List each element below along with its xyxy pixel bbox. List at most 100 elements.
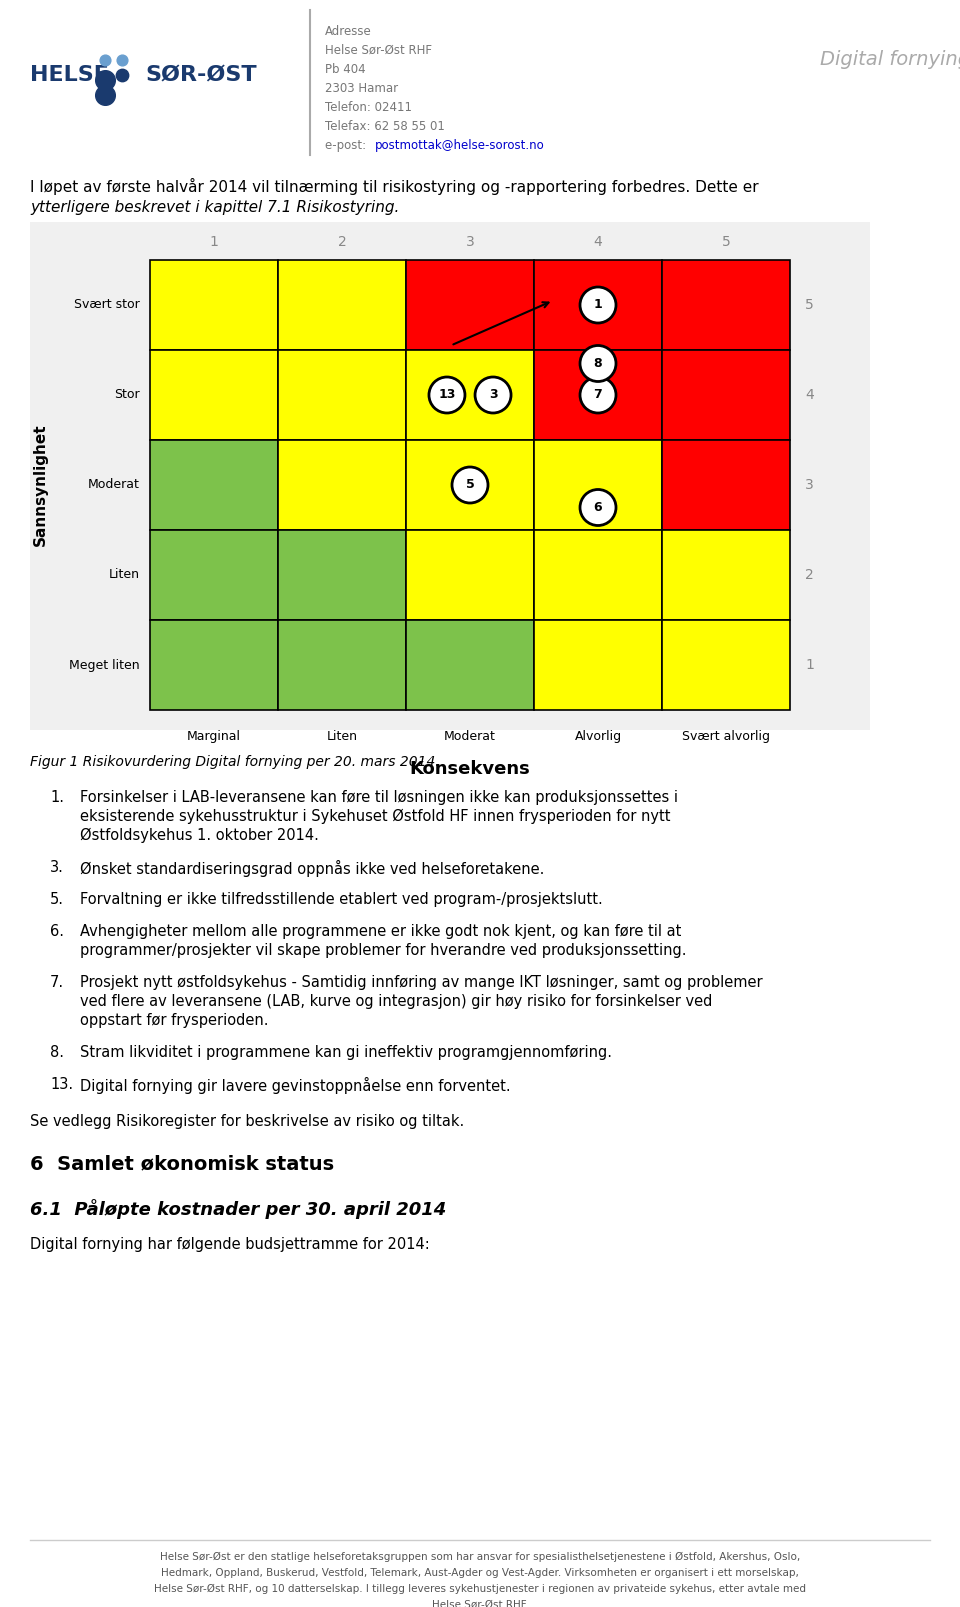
Text: Helse Sør-Øst RHF, og 10 datterselskap. I tillegg leveres sykehustjenester i reg: Helse Sør-Øst RHF, og 10 datterselskap. …: [154, 1585, 806, 1594]
Bar: [278, 620, 406, 710]
Text: Avhengigheter mellom alle programmene er ikke godt nok kjent, og kan føre til at: Avhengigheter mellom alle programmene er…: [80, 924, 682, 938]
Circle shape: [580, 378, 616, 413]
Text: Alvorlig: Alvorlig: [574, 730, 621, 742]
Text: Ønsket standardiseringsgrad oppnås ikke ved helseforetakene.: Ønsket standardiseringsgrad oppnås ikke …: [80, 860, 544, 877]
Text: 4: 4: [593, 235, 602, 249]
Bar: [662, 440, 790, 530]
Text: 3: 3: [466, 235, 474, 249]
Text: 8: 8: [593, 357, 602, 370]
Text: e-post:: e-post:: [325, 138, 370, 153]
Text: ytterligere beskrevet i kapittel 7.1 Risikostyring.: ytterligere beskrevet i kapittel 7.1 Ris…: [30, 199, 399, 215]
Bar: [534, 620, 662, 710]
Text: 8.: 8.: [50, 1045, 64, 1061]
Text: 3.: 3.: [50, 860, 64, 874]
Point: [114, 63, 130, 88]
Text: Figur 1 Risikovurdering Digital fornying per 20. mars 2014.: Figur 1 Risikovurdering Digital fornying…: [30, 755, 440, 770]
Text: Digital fornying har følgende budsjettramme for 2014:: Digital fornying har følgende budsjettra…: [30, 1237, 430, 1252]
Point: [114, 47, 130, 72]
Text: Digital fornying: Digital fornying: [820, 50, 960, 69]
Bar: [278, 260, 406, 350]
Bar: [662, 260, 790, 350]
Bar: [150, 260, 278, 350]
Text: Marginal: Marginal: [187, 730, 241, 742]
Text: Forvaltning er ikke tilfredsstillende etablert ved program-/prosjektslutt.: Forvaltning er ikke tilfredsstillende et…: [80, 892, 603, 906]
Text: 1: 1: [593, 299, 602, 312]
Text: Helse Sør-Øst er den statlige helseforetaksgruppen som har ansvar for spesialist: Helse Sør-Øst er den statlige helseforet…: [160, 1552, 800, 1562]
Circle shape: [452, 468, 488, 503]
Text: Østfoldsykehus 1. oktober 2014.: Østfoldsykehus 1. oktober 2014.: [80, 828, 319, 844]
Bar: [534, 350, 662, 440]
Text: Liten: Liten: [326, 730, 357, 742]
Text: Moderat: Moderat: [444, 730, 496, 742]
Text: 6: 6: [593, 501, 602, 514]
Text: postmottak@helse-sorost.no: postmottak@helse-sorost.no: [375, 138, 544, 153]
Bar: [150, 350, 278, 440]
Bar: [534, 530, 662, 620]
Text: eksisterende sykehusstruktur i Sykehuset Østfold HF innen frysperioden for nytt: eksisterende sykehusstruktur i Sykehuset…: [80, 808, 670, 824]
Bar: [278, 530, 406, 620]
Text: SØR-ØST: SØR-ØST: [145, 64, 256, 85]
Text: Helse Sør-Øst RHF: Helse Sør-Øst RHF: [325, 43, 432, 56]
Text: Forsinkelser i LAB-leveransene kan føre til løsningen ikke kan produksjonssettes: Forsinkelser i LAB-leveransene kan føre …: [80, 791, 678, 805]
Point: [97, 47, 112, 72]
Text: Telefon: 02411: Telefon: 02411: [325, 101, 412, 114]
Bar: [534, 260, 662, 350]
Text: 1: 1: [209, 235, 219, 249]
Bar: [406, 260, 534, 350]
Text: Stram likviditet i programmene kan gi ineffektiv programgjennomføring.: Stram likviditet i programmene kan gi in…: [80, 1045, 612, 1061]
Text: 1.: 1.: [50, 791, 64, 805]
Bar: [406, 620, 534, 710]
Text: 2: 2: [805, 567, 814, 582]
Text: 5: 5: [466, 479, 474, 492]
Point: [97, 67, 112, 93]
Bar: [662, 530, 790, 620]
Text: 7: 7: [593, 389, 602, 402]
Text: Svært alvorlig: Svært alvorlig: [682, 730, 770, 742]
Text: Stor: Stor: [114, 389, 140, 402]
Text: programmer/prosjekter vil skape problemer for hverandre ved produksjonssetting.: programmer/prosjekter vil skape probleme…: [80, 943, 686, 958]
Text: 6.: 6.: [50, 924, 64, 938]
Text: I løpet av første halvår 2014 vil tilnærming til risikostyring og -rapportering : I løpet av første halvår 2014 vil tilnær…: [30, 178, 758, 194]
Text: Telefax: 62 58 55 01: Telefax: 62 58 55 01: [325, 121, 444, 133]
Bar: [406, 350, 534, 440]
Bar: [150, 440, 278, 530]
Text: HELSE: HELSE: [30, 64, 108, 85]
Text: 4: 4: [805, 387, 814, 402]
Text: Se vedlegg Risikoregister for beskrivelse av risiko og tiltak.: Se vedlegg Risikoregister for beskrivels…: [30, 1114, 465, 1130]
Text: Prosjekt nytt østfoldsykehus - Samtidig innføring av mange IKT løsninger, samt o: Prosjekt nytt østfoldsykehus - Samtidig …: [80, 975, 762, 990]
Text: Pb 404: Pb 404: [325, 63, 366, 76]
Text: 1: 1: [805, 657, 814, 672]
Text: ved flere av leveransene (LAB, kurve og integrasjon) gir høy risiko for forsinke: ved flere av leveransene (LAB, kurve og …: [80, 995, 712, 1009]
Circle shape: [580, 288, 616, 323]
Text: 6  Samlet økonomisk status: 6 Samlet økonomisk status: [30, 1154, 334, 1173]
Text: 2303 Hamar: 2303 Hamar: [325, 82, 398, 95]
Text: Adresse: Adresse: [325, 26, 372, 39]
Bar: [30, 222, 870, 730]
Circle shape: [580, 346, 616, 381]
Bar: [278, 350, 406, 440]
Text: 5: 5: [805, 297, 814, 312]
Text: 2: 2: [338, 235, 347, 249]
Bar: [534, 440, 662, 530]
Text: Moderat: Moderat: [88, 479, 140, 492]
Bar: [150, 620, 278, 710]
Text: Svært stor: Svært stor: [74, 299, 140, 312]
Text: Konsekvens: Konsekvens: [410, 760, 530, 778]
Text: 3: 3: [489, 389, 497, 402]
Bar: [278, 440, 406, 530]
Text: 7.: 7.: [50, 975, 64, 990]
Text: 13.: 13.: [50, 1077, 73, 1093]
Text: 3: 3: [805, 477, 814, 492]
Text: 5: 5: [722, 235, 731, 249]
Text: Helse Sør-Øst RHF.: Helse Sør-Øst RHF.: [432, 1601, 528, 1607]
Bar: [150, 530, 278, 620]
Bar: [406, 530, 534, 620]
Circle shape: [429, 378, 465, 413]
Circle shape: [580, 490, 616, 525]
Text: 5.: 5.: [50, 892, 64, 906]
Text: 6.1  Påløpte kostnader per 30. april 2014: 6.1 Påløpte kostnader per 30. april 2014: [30, 1199, 446, 1220]
Circle shape: [475, 378, 511, 413]
Text: Sannsynlighet: Sannsynlighet: [33, 424, 47, 546]
Text: oppstart før frysperioden.: oppstart før frysperioden.: [80, 1012, 269, 1028]
Text: Hedmark, Oppland, Buskerud, Vestfold, Telemark, Aust-Agder og Vest-Agder. Virkso: Hedmark, Oppland, Buskerud, Vestfold, Te…: [161, 1568, 799, 1578]
